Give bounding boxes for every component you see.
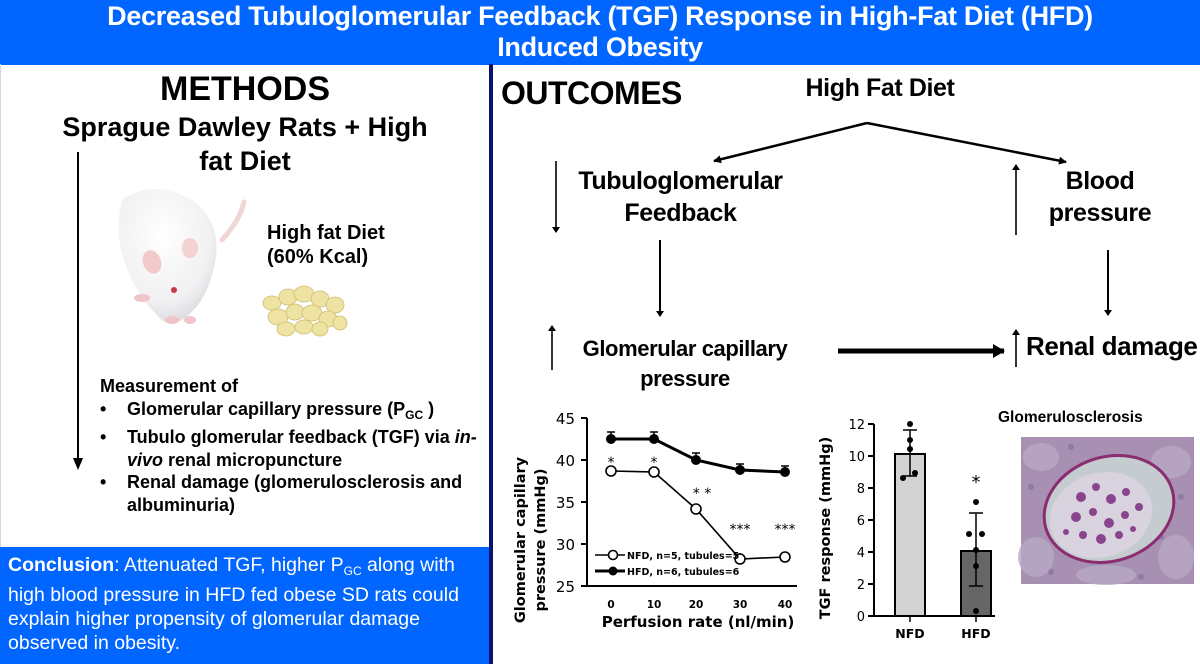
bar-label-nfd: NFD	[895, 626, 924, 641]
legend-nfd: NFD, n=5, tubules=5	[627, 551, 739, 562]
svg-text:* *: * *	[693, 486, 711, 502]
line-chart-ylabel-2: pressure (mmHg)	[533, 469, 549, 612]
measurement-heading: Measurement of	[100, 376, 239, 396]
methods-heading: METHODS	[160, 70, 330, 108]
conclusion-box: Conclusion: Attenuated TGF, higher PGC a…	[0, 547, 489, 664]
svg-text:45: 45	[556, 410, 575, 428]
measurement-item: • Glomerular capillary pressure (PGC )	[100, 398, 435, 422]
line-chart-xlabel: Perfusion rate (nl/min)	[602, 613, 795, 631]
svg-text:30: 30	[733, 599, 748, 611]
legend-hfd: HFD, n=6, tubules=6	[627, 567, 740, 578]
nfd-series-line	[610, 470, 786, 560]
flow-node-glomerular-capillary-pressure: Glomerular capillary pressure	[582, 336, 788, 391]
svg-text:8: 8	[857, 482, 865, 497]
svg-text:25: 25	[556, 578, 575, 596]
high-fat-diet-label: High fat Diet (60% Kcal)	[267, 221, 385, 269]
flow-node-renal-damage: Renal damage	[1026, 331, 1198, 361]
poster-title: Decreased Tubuloglomerular Feedback (TGF…	[0, 0, 1200, 65]
outcomes-heading: OUTCOMES	[501, 75, 682, 111]
svg-text:35: 35	[556, 494, 575, 512]
glomerular-pressure-line-chart: Glomerular capillary pressure (mmHg) 45 …	[513, 410, 797, 631]
bar-chart-ylabel: TGF response (mmHg)	[818, 437, 834, 620]
bar-label-hfd: HFD	[961, 626, 990, 641]
measurement-item: • Tubulo glomerular feedback (TGF) via i…	[100, 427, 477, 470]
arrow-root-to-tgf	[713, 121, 868, 164]
methods-subtitle: Sprague Dawley Rats + High fat Diet	[20, 110, 470, 178]
svg-text:0: 0	[857, 610, 865, 625]
left-border	[0, 64, 1, 664]
svg-text:***: ***	[730, 522, 751, 538]
svg-text:0: 0	[607, 599, 614, 611]
conclusion-label: Conclusion	[8, 554, 115, 576]
hfd-label-line-2: (60% Kcal)	[267, 246, 369, 268]
svg-text:20: 20	[689, 599, 704, 611]
arrow-root-to-bp	[866, 121, 1067, 165]
timeline-arrow-line	[77, 152, 79, 458]
svg-text:12: 12	[848, 418, 865, 433]
glomerulosclerosis-histology-image	[1018, 437, 1194, 585]
svg-text:30: 30	[556, 536, 575, 554]
svg-text:*: *	[608, 455, 615, 471]
methods-subtitle-line-1: Sprague Dawley Rats + High	[62, 112, 428, 142]
svg-text:6: 6	[857, 514, 865, 529]
diet-pellets-image	[262, 285, 348, 337]
svg-text:4: 4	[857, 546, 865, 561]
svg-text:2: 2	[857, 578, 865, 593]
flow-root-high-fat-diet: High Fat Diet	[805, 74, 955, 102]
svg-text:***: ***	[775, 522, 796, 538]
svg-text:10: 10	[647, 599, 662, 611]
flow-node-tgf: Tubuloglomerular Feedback	[578, 167, 783, 227]
measurement-item: • Renal damage (glomerulosclerosis and a…	[100, 472, 463, 515]
measurements-list: Measurement of • Glomerular capillary pr…	[100, 375, 480, 516]
svg-text:40: 40	[778, 599, 793, 611]
rat-image	[118, 189, 247, 324]
bullet: •	[100, 472, 107, 492]
bullet: •	[100, 427, 107, 447]
glomerulosclerosis-label: Glomerulosclerosis	[998, 409, 1143, 426]
hfd-label-line-1: High fat Diet	[267, 222, 385, 244]
section-divider	[489, 64, 493, 664]
timeline-arrow-head-icon	[73, 458, 83, 470]
bullet: •	[100, 398, 107, 419]
tgf-response-bar-chart: TGF response (mmHg) 12 10 8 6 4 2 0	[818, 418, 995, 641]
svg-text:10: 10	[848, 450, 865, 465]
bar-nfd	[894, 453, 926, 617]
title-line-1: Decreased Tubuloglomerular Feedback (TGF…	[107, 1, 1093, 31]
line-chart-ylabel-1: Glomerular capillary	[513, 456, 529, 623]
svg-text:*: *	[972, 472, 981, 493]
svg-text:*: *	[651, 455, 658, 471]
title-line-2: Induced Obesity	[497, 32, 703, 62]
methods-subtitle-line-2: fat Diet	[199, 146, 291, 176]
svg-text:40: 40	[556, 452, 575, 470]
flow-node-blood-pressure: Blood pressure	[1048, 167, 1152, 227]
